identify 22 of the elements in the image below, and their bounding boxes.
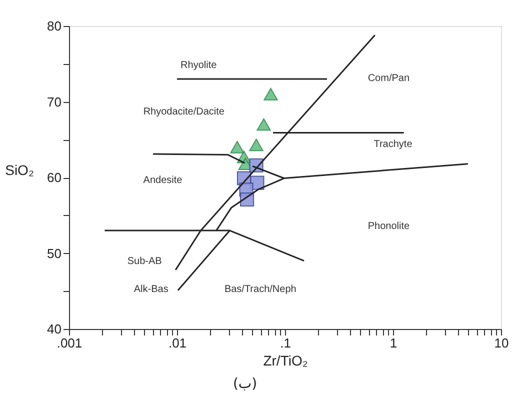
annotation: Bas/Trach/Neph bbox=[224, 284, 296, 296]
y-axis-title: SiO₂ bbox=[5, 162, 34, 178]
x-tick-label: 1 bbox=[390, 336, 398, 350]
x-tick-label: 10 bbox=[494, 336, 509, 350]
text: (ب) bbox=[232, 376, 258, 392]
x-tick-label: .001 bbox=[56, 336, 82, 350]
annotation: Rhyolite bbox=[180, 60, 218, 71]
y-tick-label: 70 bbox=[47, 94, 62, 110]
annotation: Phonolite bbox=[368, 220, 410, 232]
annotation: Andesite bbox=[143, 174, 183, 186]
y-tick-label: 40 bbox=[47, 322, 62, 336]
y-tick-label: 50 bbox=[47, 246, 62, 261]
x-axis-title: Zr/TiO₂ bbox=[263, 352, 308, 368]
annotation: Sub-AB bbox=[127, 256, 162, 268]
annotation: Alk-Bas bbox=[134, 284, 168, 296]
y-tick-label: 60 bbox=[47, 170, 62, 185]
x-tick-label: .01 bbox=[168, 336, 187, 350]
x-tick-label: .1 bbox=[280, 336, 291, 350]
annotation: Trachyte bbox=[374, 139, 413, 150]
y-tick-label: 80 bbox=[47, 18, 62, 34]
annotation: Rhyodacite/Dacite bbox=[143, 106, 225, 118]
annotation: Com/Pan bbox=[368, 72, 410, 84]
